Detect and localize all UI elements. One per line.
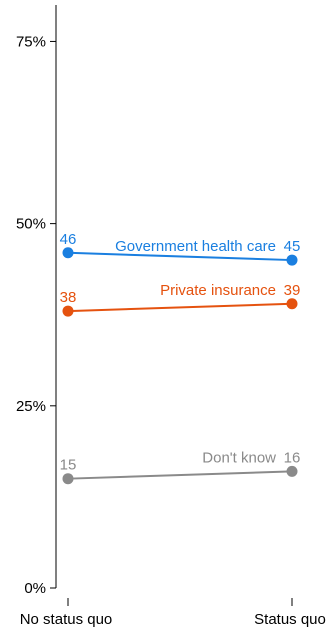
data-point <box>286 465 298 477</box>
y-tick-label: 0% <box>24 580 46 597</box>
x-category-label: Status quo <box>254 611 326 628</box>
data-point <box>62 247 74 259</box>
series-group: 15 16 Don't know <box>60 449 301 485</box>
series-group: 38 39 Private insurance <box>60 282 301 317</box>
data-point <box>286 298 298 310</box>
data-value-label: 15 <box>60 457 77 474</box>
series-marks: 46 45 Government health care 38 39 Private in… <box>60 231 301 485</box>
data-point <box>286 254 298 266</box>
series-line <box>67 302 293 313</box>
series-group: 46 45 Government health care <box>60 231 301 266</box>
y-tick-label: 25% <box>16 398 46 415</box>
data-value-label: 38 <box>60 289 77 306</box>
y-tick-label: 50% <box>16 216 46 233</box>
y-ticks: 0% 25% 50% 75% <box>16 33 56 597</box>
series-line <box>67 470 293 480</box>
series-name-label: Private insurance <box>160 282 276 299</box>
x-ticks: No status quo Status quo <box>20 598 326 628</box>
y-tick-label: 75% <box>16 33 46 50</box>
data-value-label: 46 <box>60 231 77 248</box>
data-value-label: 45 <box>284 238 301 255</box>
series-line <box>67 251 293 262</box>
series-name-label: Government health care <box>115 238 276 255</box>
data-value-label: 16 <box>284 449 301 466</box>
data-point <box>62 305 74 317</box>
data-value-label: 39 <box>284 282 301 299</box>
data-point <box>62 473 74 485</box>
x-category-label: No status quo <box>20 611 113 628</box>
series-name-label: Don't know <box>202 449 276 466</box>
